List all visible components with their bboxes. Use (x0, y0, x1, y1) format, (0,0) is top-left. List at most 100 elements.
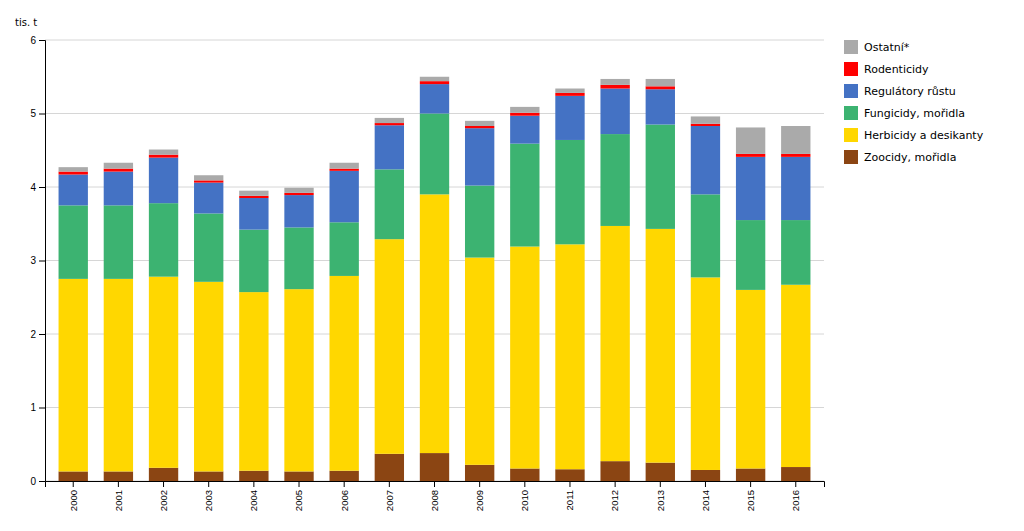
bar-segment (239, 230, 268, 292)
legend-swatch (844, 84, 858, 98)
legend-label: Regulátory růstu (864, 85, 956, 98)
bar-segment (510, 116, 539, 144)
bar-segment (781, 220, 810, 285)
bar-segment (104, 163, 133, 169)
bar-segment (149, 155, 178, 158)
y-tick-mark (39, 40, 45, 41)
x-tick-mark (118, 481, 119, 487)
bar-segment (781, 157, 810, 220)
bar-segment (465, 121, 494, 126)
legend: Ostatní*RodenticidyRegulátory růstuFungi… (844, 40, 984, 164)
bar-segment (691, 116, 720, 123)
x-tick: 2008 (429, 481, 440, 511)
bar-segment (59, 175, 88, 206)
legend-label: Rodenticidy (864, 63, 929, 76)
bar-segment (691, 126, 720, 194)
x-tick-label: 2004 (248, 490, 259, 511)
grid-line (45, 40, 824, 41)
bar-segment (465, 258, 494, 465)
legend-label: Herbicidy a desikanty (864, 129, 984, 142)
bar-segment (646, 89, 675, 124)
bar-segment (284, 227, 313, 289)
y-tick-label: 4 (30, 182, 36, 193)
y-tick: 1 (30, 402, 45, 413)
x-tick-label: 2008 (429, 490, 440, 511)
y-tick-mark (39, 334, 45, 335)
bar-segment (781, 126, 810, 154)
x-tick: 2013 (655, 481, 666, 511)
y-tick: 2 (30, 329, 45, 340)
bar-segment (600, 85, 629, 89)
x-tick-label: 2010 (519, 490, 530, 511)
x-tick-label: 2015 (745, 490, 756, 511)
bar-segment (600, 79, 629, 85)
bars (59, 77, 811, 481)
x-tick-label: 2013 (655, 490, 666, 511)
bar-segment (194, 175, 223, 180)
bar-segment (736, 157, 765, 220)
y-tick-label: 2 (30, 329, 36, 340)
bar-segment (465, 465, 494, 481)
bar-segment (194, 282, 223, 472)
bar-segment (330, 163, 359, 169)
x-tick: 2014 (700, 481, 711, 511)
x-tick-mark (208, 481, 209, 487)
bar-series (59, 81, 811, 198)
x-tick: 2006 (339, 481, 350, 511)
x-tick-mark (795, 481, 796, 487)
bar-segment (781, 154, 810, 157)
x-tick-mark (73, 481, 74, 487)
x-axis-line (46, 482, 825, 488)
bar-segment (510, 144, 539, 247)
bar-segment (736, 154, 765, 157)
bar-segment (59, 205, 88, 279)
bar-segment (420, 453, 449, 481)
bar-segment (59, 167, 88, 171)
bar-segment (239, 198, 268, 230)
bar-segment (646, 86, 675, 89)
x-tick: 2009 (474, 481, 485, 511)
x-axis: 2000200120022003200420052006200720082009… (46, 481, 825, 511)
bar-segment (555, 96, 584, 140)
bar-segment (104, 205, 133, 279)
x-tick: 2005 (293, 481, 304, 511)
plot: 0123456200020012002200320042005200620072… (30, 35, 824, 511)
y-tick-mark (39, 481, 45, 482)
bar-segment (736, 220, 765, 290)
bar-series (59, 84, 811, 230)
legend-item: Zoocidy, mořidla (844, 150, 956, 164)
y-tick: 0 (30, 476, 45, 487)
bar-segment (646, 229, 675, 463)
bar-segment (284, 471, 313, 481)
bar-segment (330, 276, 359, 471)
x-tick: 2001 (113, 481, 124, 511)
bar-segment (420, 84, 449, 113)
bar-segment (330, 471, 359, 481)
bar-segment (646, 79, 675, 86)
y-axis-title: tis. t (15, 17, 37, 28)
legend-swatch (844, 128, 858, 142)
x-tick-label: 2012 (609, 490, 620, 511)
bar-segment (330, 169, 359, 171)
x-tick-label: 2000 (68, 490, 79, 511)
x-tick-mark (524, 481, 525, 487)
y-axis-line (39, 41, 46, 482)
legend-swatch (844, 106, 858, 120)
bar-segment (239, 196, 268, 198)
bar-segment (330, 222, 359, 276)
y-tick-label: 0 (30, 476, 36, 487)
x-tick-mark (299, 481, 300, 487)
bar-segment (691, 124, 720, 126)
bar-segment (510, 107, 539, 113)
x-tick: 2015 (745, 481, 756, 511)
y-axis: 0123456 (30, 35, 45, 487)
bar-segment (284, 193, 313, 195)
x-tick: 2004 (248, 481, 259, 511)
bar-segment (691, 277, 720, 470)
bar-segment (194, 183, 223, 214)
bar-series (59, 194, 811, 471)
y-tick-label: 6 (30, 35, 36, 46)
y-tick-label: 1 (30, 402, 36, 413)
legend-swatch (844, 150, 858, 164)
bar-segment (646, 125, 675, 229)
